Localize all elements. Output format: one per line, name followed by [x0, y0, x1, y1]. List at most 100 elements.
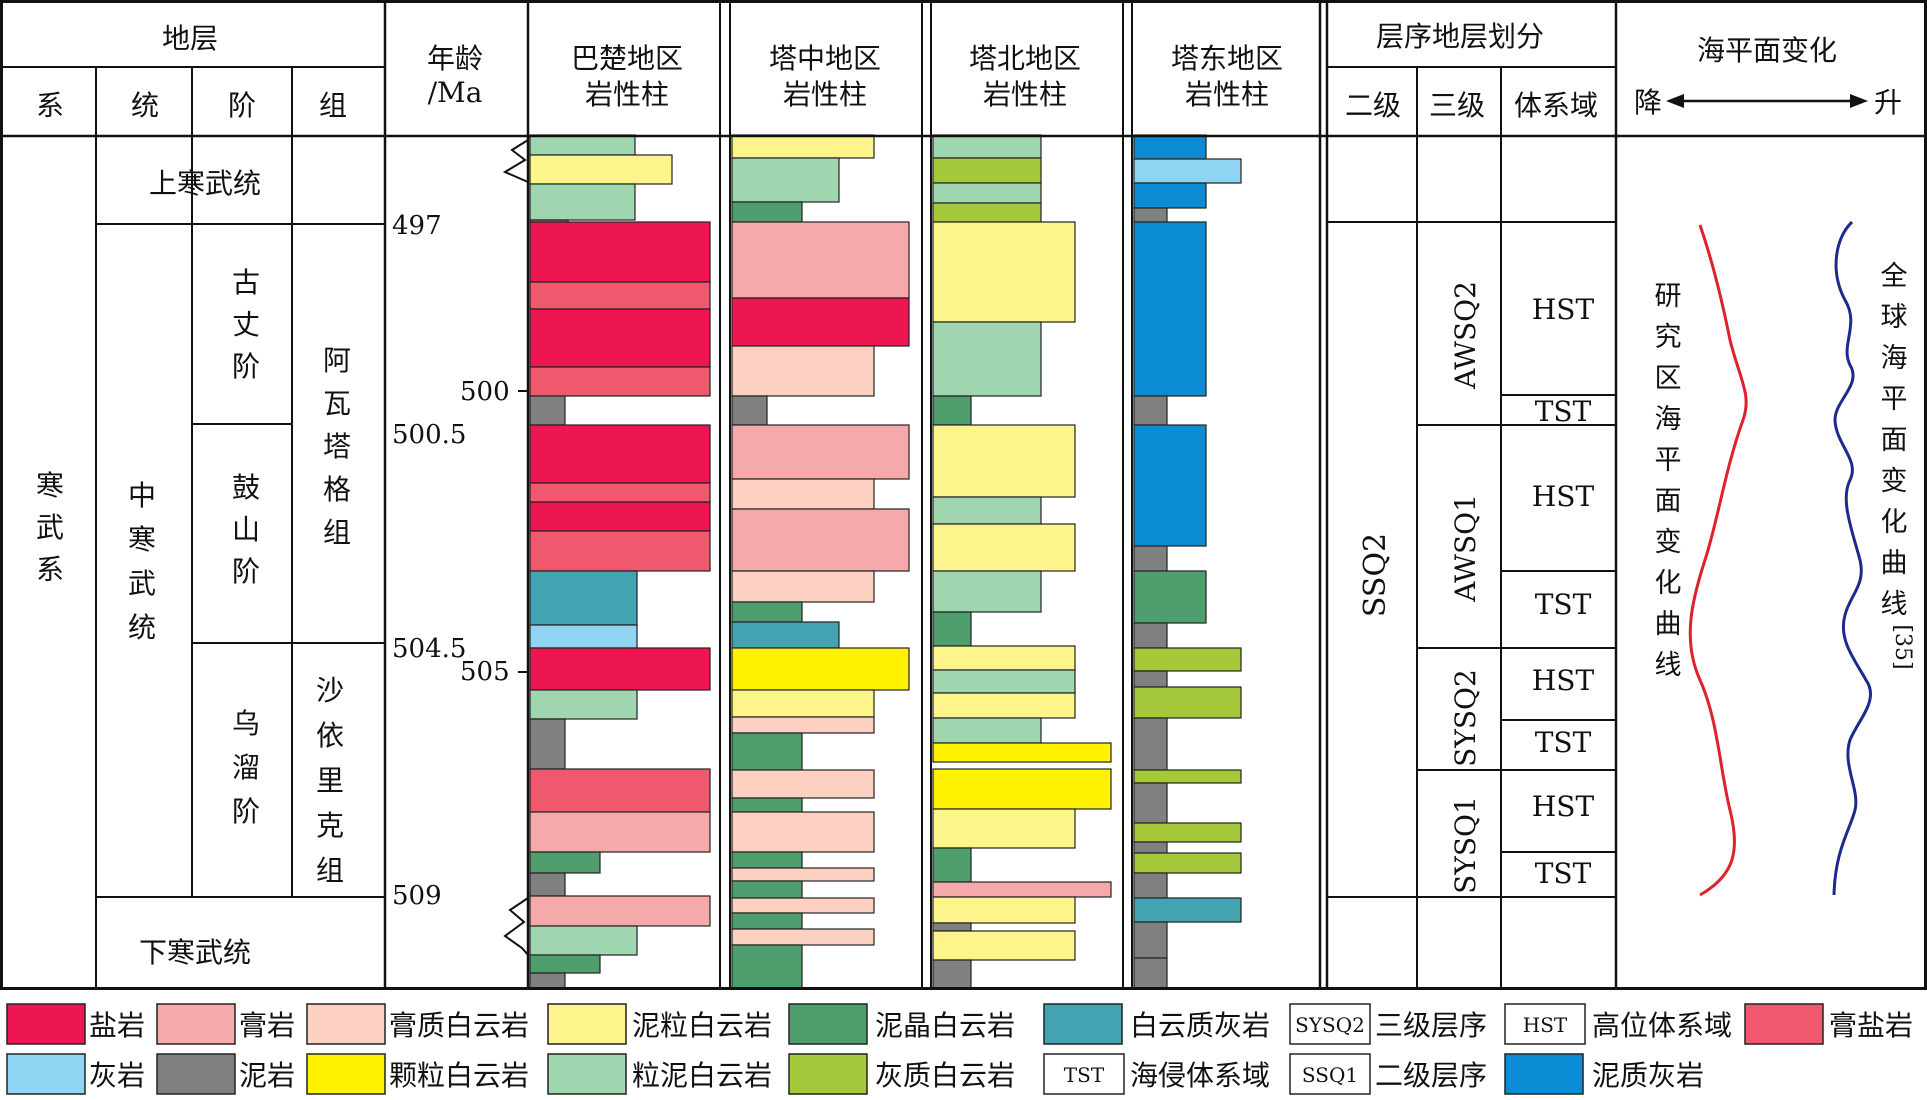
- study-curve-label-char: 海: [1655, 404, 1682, 435]
- awatage-formation-label-char: 瓦: [323, 387, 351, 420]
- sequence-labels: HST TST HST TST HST TST HST TST SSQ2 AWS…: [1358, 281, 1915, 894]
- wuliu-stage-label-char: 溜: [232, 751, 260, 784]
- tazhong-layer-micritic-dolomite: [731, 201, 803, 223]
- tabei-lithology-column: [932, 134, 1112, 989]
- awatage-formation-label-char: 阿: [323, 344, 351, 377]
- tazhong-layer-grain-dolomite: [731, 647, 910, 691]
- bachu-layer-limestone: [529, 624, 638, 649]
- tadong-layer-mudstone: [1133, 717, 1168, 771]
- tabei-layer-mudstone: [932, 922, 972, 932]
- tabei-layer-muddy-grain-dolomite: [932, 896, 1076, 924]
- tst-awsq1: TST: [1535, 588, 1592, 621]
- tabei-layer-grain-dolomite: [932, 768, 1112, 810]
- strata-labels: 上寒武统 下寒武统 寒武系中寒武统古丈阶鼓山阶乌溜阶阿瓦塔格组沙依里克组研究区海…: [36, 167, 1908, 969]
- ssq2-label: SSQ2: [1358, 533, 1393, 617]
- awatage-formation-label-char: 塔: [323, 430, 351, 463]
- age-497: 497: [392, 211, 442, 241]
- legend-tst-box: [1043, 1053, 1125, 1095]
- header-bachu-sub: 岩性柱: [585, 78, 669, 111]
- hst-sysq2: HST: [1532, 664, 1595, 697]
- hst-sysq1: HST: [1532, 790, 1595, 823]
- header-bachu: 巴楚地区: [571, 42, 683, 75]
- muddy-limestone-swatch: [1504, 1053, 1584, 1095]
- tadong-layer-mudstone: [1133, 782, 1168, 824]
- header-system: 系: [36, 89, 64, 122]
- header-second-order: 二级: [1345, 89, 1401, 122]
- tst-sysq2: TST: [1535, 726, 1592, 759]
- legend-grain-dolomite: 颗粒白云岩: [389, 1059, 529, 1092]
- tadong-layer-muddy-limestone: [1133, 424, 1207, 547]
- middle-cambrian-label-char: 统: [128, 611, 156, 644]
- vertical-labels: 寒武系中寒武统古丈阶鼓山阶乌溜阶阿瓦塔格组沙依里克组研究区海平面变化曲线全球海平…: [36, 261, 1908, 887]
- bachu-layer-calcareous-dolomite-lime: [529, 570, 638, 626]
- age-505: 505: [460, 657, 510, 687]
- arrow-head-right: [1850, 94, 1868, 108]
- tadong-layer-muddy-limestone: [1133, 134, 1207, 160]
- global-curve-label-char: 曲: [1881, 548, 1908, 579]
- tabei-layer-muddy-grain-dolomite: [932, 692, 1076, 719]
- micritic-dolomite-swatch: [788, 1003, 868, 1045]
- legend-micritic-dolomite: 泥晶白云岩: [875, 1009, 1015, 1042]
- tabei-layer-micritic-dolomite: [932, 611, 972, 647]
- tazhong-layer-gypsum-dolomite: [731, 867, 875, 882]
- limestone-swatch: [6, 1053, 86, 1095]
- tabei-layer-mudstone: [932, 959, 972, 989]
- legend-ssq1-box: [1289, 1053, 1371, 1095]
- tabei-layer-grainy-mud-dolomite: [932, 570, 1042, 613]
- tabei-layer-muddy-grain-dolomite: [932, 221, 1076, 323]
- middle-cambrian-label-char: 武: [128, 567, 156, 600]
- tadong-layer-mudstone: [1133, 841, 1168, 854]
- guzhang-stage-label-char: 古: [232, 266, 260, 299]
- header-sea-level: 海平面变化: [1697, 34, 1837, 67]
- tadong-layer-muddy-limestone: [1133, 182, 1207, 209]
- header-formation: 组: [319, 89, 347, 122]
- drum-stage-label-char: 鼓: [232, 471, 260, 504]
- awsq2-label: AWSQ2: [1449, 281, 1482, 390]
- bachu-layer-mudstone: [529, 872, 566, 897]
- tazhong-layer-calcareous-dolomite-lime: [731, 621, 840, 649]
- tadong-layer-mudstone: [1133, 872, 1168, 899]
- global-curve-label-char: 变: [1881, 466, 1908, 497]
- bachu-layer-salt: [529, 647, 711, 691]
- age-504-5: 504.5: [392, 634, 466, 664]
- tadong-lithology-column: [1133, 134, 1242, 989]
- tazhong-layer-gypsum: [731, 221, 910, 299]
- drum-stage-label-char: 阶: [232, 555, 260, 588]
- grainy-mud-dolomite-swatch: [547, 1053, 627, 1095]
- legend-sysq2-box-text: SYSQ2: [1295, 1013, 1365, 1037]
- calcareous-dolomite-lime-swatch: [1043, 1003, 1123, 1045]
- study-area-sea-level-curve: [1688, 224, 1748, 897]
- age-509: 509: [392, 881, 442, 911]
- tadong-layer-mudstone: [1133, 545, 1168, 572]
- study-curve-label-char: 化: [1655, 568, 1682, 599]
- legend-gypsum-salt: 膏盐岩: [1829, 1009, 1913, 1042]
- tazhong-layer-micritic-dolomite: [731, 601, 803, 623]
- legend-limestone: 灰岩: [89, 1059, 145, 1092]
- legend-calcareous-dolomite-lime: 白云质灰岩: [1130, 1009, 1270, 1042]
- sysq1-label: SYSQ1: [1449, 796, 1482, 894]
- gypsum-swatch: [156, 1003, 236, 1045]
- guzhang-stage-label: 古丈阶: [232, 266, 260, 383]
- bachu-layer-gypsum-salt: [529, 530, 711, 572]
- bachu-lithology-column: [529, 134, 711, 989]
- header-tazhong: 塔中地区: [769, 42, 881, 75]
- shayili-formation-label-char: 里: [316, 764, 344, 797]
- global-curve-label-char: 平: [1881, 384, 1908, 415]
- tadong-layer-mudstone: [1133, 395, 1168, 426]
- grain-dolomite-swatch: [306, 1053, 386, 1095]
- header-tabei: 塔北地区: [969, 42, 1081, 75]
- age-500-5: 500.5: [392, 420, 466, 450]
- tadong-layer-micritic-dolomite: [1133, 570, 1207, 624]
- awsq1-label: AWSQ1: [1449, 494, 1482, 603]
- tadong-layer-lime-dolomite: [1133, 647, 1242, 672]
- global-curve-label-char: 线: [1881, 589, 1908, 620]
- age-500: 500: [460, 377, 510, 407]
- hst-awsq1: HST: [1532, 480, 1595, 513]
- bachu-layer-mudstone: [529, 395, 566, 426]
- study-curve-label-char: 面: [1655, 486, 1682, 517]
- header-series: 统: [131, 89, 159, 122]
